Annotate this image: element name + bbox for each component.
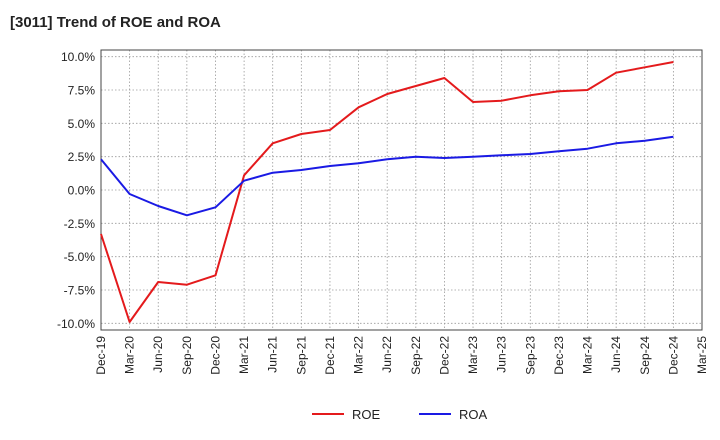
x-tick-label: Dec-23 (552, 336, 566, 375)
x-tick-label: Mar-24 (581, 336, 595, 374)
y-tick-label: -2.5% (64, 217, 96, 231)
y-tick-label: 2.5% (68, 150, 96, 164)
plot-area (101, 50, 702, 330)
x-tick-label: Sep-24 (638, 336, 652, 375)
series-line-roa (100, 135, 674, 217)
y-tick-label: 10.0% (61, 50, 95, 64)
x-tick-label: Jun-21 (266, 336, 280, 373)
x-tick-label: Dec-24 (666, 336, 680, 375)
y-tick-label: -10.0% (57, 317, 95, 331)
x-tick-label: Mar-22 (352, 336, 366, 374)
y-tick-label: -5.0% (64, 250, 96, 264)
y-tick-label: -7.5% (64, 284, 96, 298)
x-tick-label: Jun-20 (151, 336, 165, 373)
x-tick-label: Mar-23 (466, 336, 480, 374)
x-tick-label: Sep-23 (523, 336, 537, 375)
legend-label-roe: ROE (352, 407, 381, 422)
x-tick-label: Jun-24 (609, 336, 623, 373)
y-tick-label: 5.0% (68, 117, 96, 131)
chart-title: [3011] Trend of ROE and ROA (10, 14, 221, 31)
x-tick-label: Mar-20 (123, 336, 137, 374)
x-tick-label: Dec-22 (437, 336, 451, 375)
series-line-roe (100, 61, 674, 323)
x-tick-label: Mar-21 (237, 336, 251, 374)
plot-frame (100, 49, 703, 331)
x-tick-label: Dec-21 (323, 336, 337, 375)
x-tick-label: Dec-19 (94, 336, 108, 375)
x-tick-label: Jun-23 (495, 336, 509, 373)
x-tick-label: Sep-20 (180, 336, 194, 375)
x-tick-label: Dec-20 (208, 336, 222, 375)
y-tick-label: 0.0% (68, 184, 96, 198)
x-tick-label: Mar-25 (695, 336, 709, 374)
legend-label-roa: ROA (459, 407, 488, 422)
x-tick-label: Sep-21 (294, 336, 308, 375)
x-tick-label: Jun-22 (380, 336, 394, 373)
x-tick-label: Sep-22 (409, 336, 423, 375)
y-tick-label: 7.5% (68, 84, 96, 98)
